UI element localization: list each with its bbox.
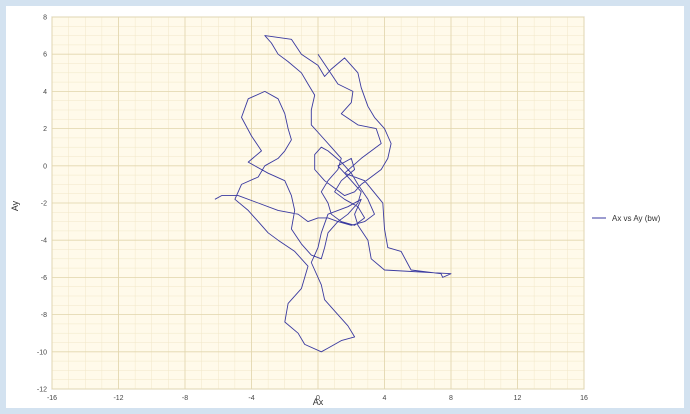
- x-tick-label: -4: [248, 395, 254, 402]
- y-tick-label: -6: [41, 275, 47, 282]
- y-tick-label: 2: [43, 126, 47, 133]
- y-tick-label: -4: [41, 238, 47, 245]
- y-tick-label: 0: [43, 163, 47, 170]
- y-tick-label: 8: [43, 15, 47, 22]
- x-tick-label: 12: [514, 395, 522, 402]
- series-line-0: [214, 35, 452, 353]
- y-tick-label: 4: [43, 89, 47, 96]
- x-tick-label: 0: [316, 395, 320, 402]
- series-group: [214, 35, 452, 353]
- chart-panel: -16 -12 -8 -4 0 4 8 12 16 -12 -10 -8 -6 -4 -2 0 2 4 6 8 Ax …: [6, 6, 684, 408]
- x-tick-label: 16: [580, 395, 588, 402]
- y-tick-label: -2: [41, 201, 47, 208]
- y-axis-label: Ay: [10, 200, 20, 211]
- grid-lines: [51, 16, 585, 390]
- y-tick-label: -10: [37, 349, 47, 356]
- y-tick-label: 6: [43, 52, 47, 59]
- x-tick-label: 4: [383, 395, 387, 402]
- x-tick-label: -16: [47, 395, 57, 402]
- x-tick-label: -12: [113, 395, 123, 402]
- legend: Ax vs Ay (bw): [592, 214, 661, 223]
- x-tick-label: -8: [182, 395, 188, 402]
- y-tick-label: -8: [41, 312, 47, 319]
- legend-entry-label: Ax vs Ay (bw): [612, 214, 661, 223]
- y-tick-label: -12: [37, 387, 47, 394]
- x-tick-label: 8: [449, 395, 453, 402]
- x-axis-label: Ax: [313, 397, 324, 407]
